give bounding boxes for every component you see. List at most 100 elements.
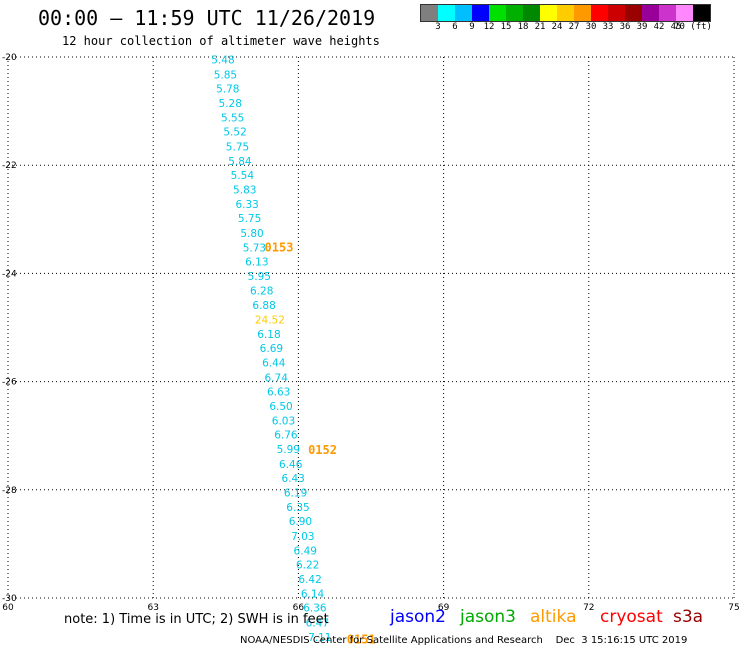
swh-value: 6.19 <box>284 488 307 500</box>
legend-swatch <box>472 5 489 21</box>
swh-value: 5.28 <box>219 98 242 110</box>
swh-value: 6.28 <box>250 286 273 298</box>
swh-value: 6.43 <box>281 473 304 485</box>
legend-label: 21 <box>534 22 546 32</box>
swh-value: 5.55 <box>221 113 244 125</box>
legend-label: 24 <box>551 22 563 32</box>
swh-value: 6.13 <box>245 256 268 268</box>
legend-swatch <box>421 5 438 21</box>
legend-swatch <box>676 5 693 21</box>
lat-label: -24 <box>2 269 17 279</box>
lon-label: 63 <box>147 603 158 613</box>
swh-value: 5.54 <box>231 170 255 182</box>
swh-value: 6.42 <box>298 574 321 586</box>
swh-value: 6.76 <box>274 430 298 442</box>
swh-value: 5.78 <box>216 83 239 95</box>
satellite-name-s3a: s3a <box>673 607 704 627</box>
satellite-name-jason3: jason3 <box>460 607 516 627</box>
legend-label: 15 <box>500 22 512 32</box>
swh-value: 6.03 <box>272 416 295 428</box>
legend-label: 27 <box>568 22 580 32</box>
legend-swatch <box>608 5 625 21</box>
swh-value: 7.11 <box>308 632 331 644</box>
lat-label: -20 <box>2 53 17 63</box>
swh-value: 5.52 <box>223 127 246 139</box>
satellite-name-altika: altika <box>530 607 577 627</box>
legend-label: 9 <box>469 22 475 32</box>
satellite-name-cryosat: cryosat <box>600 607 663 627</box>
swh-value: 5.48 <box>211 55 234 67</box>
swh-value: 5.80 <box>240 228 263 240</box>
map-title: 00:00 – 11:59 UTC 11/26/2019 <box>38 6 376 30</box>
legend-label: 18 <box>517 22 529 32</box>
swh-value: 6.46 <box>279 459 303 471</box>
legend-swatch <box>506 5 523 21</box>
swh-value: 5.85 <box>214 69 237 81</box>
footnote: note: 1) Time is in UTC; 2) SWH is in fe… <box>64 612 329 627</box>
swh-value: 6.88 <box>252 300 275 312</box>
swh-value: 5.84 <box>228 156 252 168</box>
legend-swatch <box>523 5 540 21</box>
legend-label: 45 <box>670 22 682 32</box>
legend-label: 3 <box>435 22 441 32</box>
swh-value: 6.69 <box>260 343 283 355</box>
color-scale-labels: 3 6 9 12 15 18 21 24 27 30 33 36 39 42 45 70 (ft) <box>420 22 740 34</box>
swh-value: 6.33 <box>235 199 258 211</box>
swh-value: 5.73 <box>243 242 266 254</box>
map-subtitle: 12 hour collection of altimeter wave hei… <box>62 34 380 48</box>
legend-swatch <box>540 5 557 21</box>
legend-swatch <box>625 5 642 21</box>
lat-label: -22 <box>2 161 17 171</box>
legend-swatch <box>438 5 455 21</box>
swh-value: 6.36 <box>303 603 327 615</box>
legend-label: 12 <box>483 22 495 32</box>
lat-label: -30 <box>2 594 17 604</box>
swh-value: 5.95 <box>248 271 271 283</box>
swh-value: 5.99 <box>277 444 300 456</box>
lat-label: -26 <box>2 378 17 388</box>
legend-swatch <box>659 5 676 21</box>
legend-label: 70 (ft) <box>674 22 712 32</box>
legend-label: 33 <box>602 22 614 32</box>
legend-label: 36 <box>619 22 631 32</box>
legend-swatch <box>693 5 710 21</box>
lon-label: 66 <box>293 603 305 613</box>
credit-line: NOAA/NESDIS Center for Satellite Applica… <box>240 635 688 646</box>
pass-number: 0152 <box>308 443 337 457</box>
swh-value: 6.18 <box>257 329 280 341</box>
swh-value: 6.22 <box>296 559 319 571</box>
lon-label: 69 <box>438 603 450 613</box>
swh-value: 6.47 <box>306 617 329 629</box>
swh-value: 5.75 <box>238 213 261 225</box>
swh-value: 5.75 <box>226 141 249 153</box>
legend-label: 6 <box>452 22 458 32</box>
swh-value: 6.63 <box>267 386 290 398</box>
lon-label: 75 <box>728 603 739 613</box>
swh-value: 6.44 <box>262 358 286 370</box>
swh-value: 7.03 <box>291 531 314 543</box>
pass-number: 0153 <box>265 240 294 254</box>
lon-label: 60 <box>2 603 14 613</box>
legend-swatch <box>642 5 659 21</box>
legend-label: 42 <box>653 22 665 32</box>
legend-label: 30 <box>585 22 597 32</box>
lat-label: -28 <box>2 486 17 496</box>
swh-value: 6.49 <box>294 545 317 557</box>
legend-swatch <box>557 5 574 21</box>
satellite-name-jason2: jason2 <box>390 607 446 627</box>
swh-value: 24.52 <box>255 314 285 326</box>
swh-value: 6.74 <box>265 372 289 384</box>
pass-number: 0151 <box>347 633 376 647</box>
swh-value: 6.90 <box>289 516 312 528</box>
legend-swatch <box>455 5 472 21</box>
legend-swatch <box>489 5 506 21</box>
swh-value: 6.50 <box>269 401 292 413</box>
swh-value: 5.83 <box>233 185 256 197</box>
legend-swatch <box>591 5 608 21</box>
swh-value: 6.35 <box>286 502 309 514</box>
swh-value: 6.14 <box>301 589 325 601</box>
legend-swatch <box>574 5 591 21</box>
color-scale-legend <box>420 4 711 22</box>
legend-label: 39 <box>636 22 648 32</box>
